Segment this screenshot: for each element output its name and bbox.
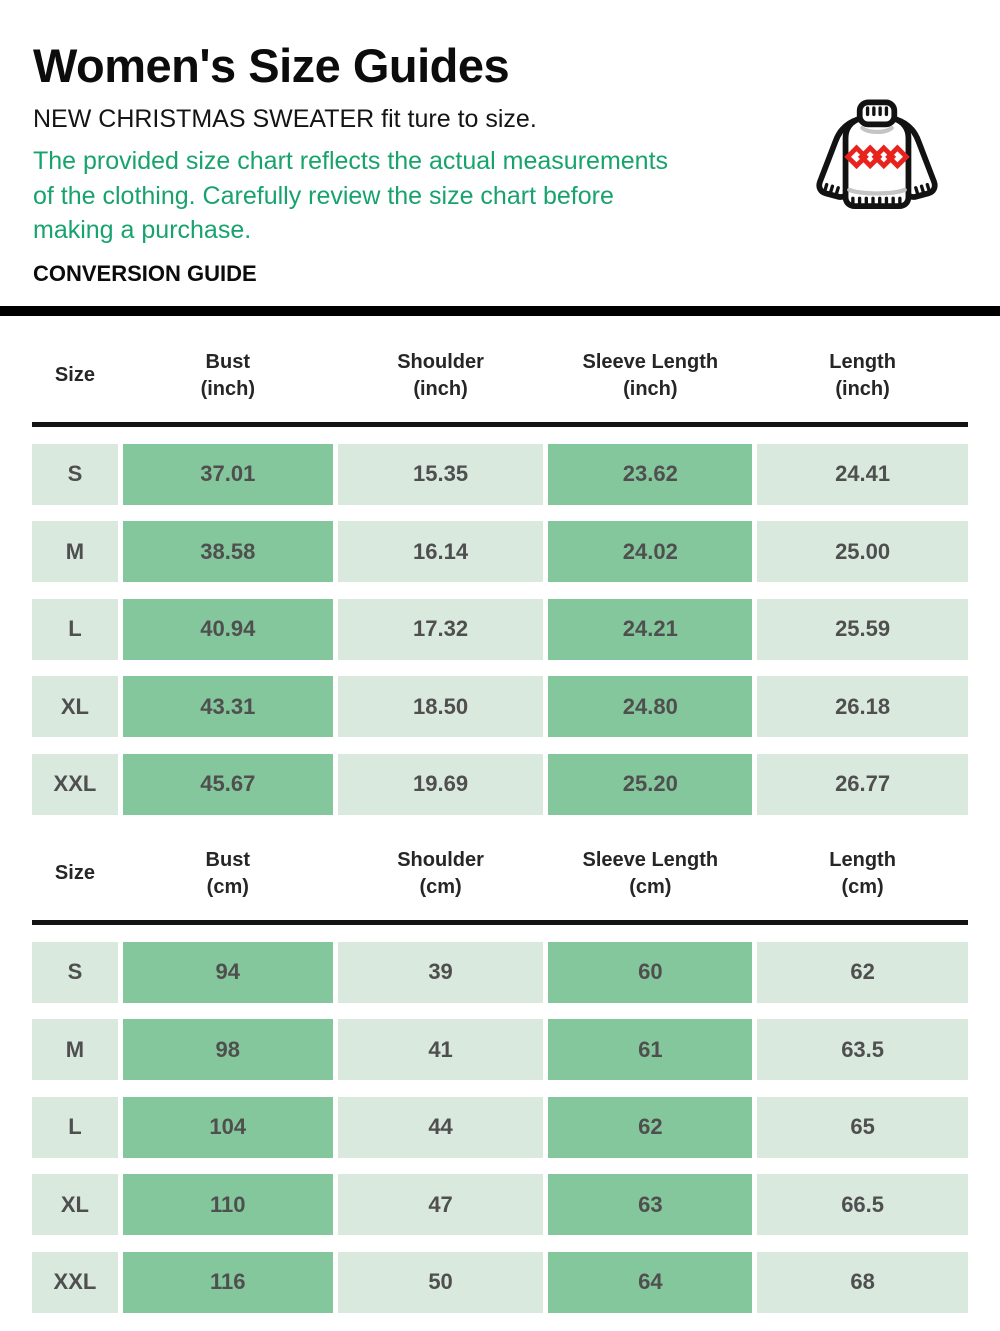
measurement-value: 62	[757, 941, 968, 1003]
size-label: XL	[32, 676, 118, 737]
sweater-collar	[856, 99, 898, 128]
measurement-value: 63	[548, 1174, 753, 1235]
measurement-value: 104	[122, 1096, 333, 1158]
measurement-value: 116	[122, 1251, 333, 1313]
measurement-value: 39	[337, 941, 544, 1003]
size-label: XXL	[32, 1251, 118, 1313]
size-label: M	[32, 1019, 118, 1080]
table-row: M 98 41 61 63.5	[32, 1019, 968, 1080]
measurement-value: 16.14	[337, 521, 544, 582]
column-header-size: Size	[54, 862, 95, 884]
measurement-value: 25.00	[757, 521, 968, 582]
size-chart-disclaimer: The provided size chart reflects the act…	[33, 144, 967, 248]
size-label: M	[32, 521, 118, 582]
measurement-value: 68	[757, 1251, 968, 1313]
measurement-value: 47	[337, 1174, 544, 1235]
measurement-value: 64	[548, 1251, 753, 1313]
measurement-value: 24.21	[548, 598, 753, 660]
size-label: L	[32, 1096, 118, 1158]
table-header-row: Size Bust (cm) Shoulder (cm) Sleeve Leng…	[32, 846, 968, 902]
column-header-bust: Bust (cm)	[205, 848, 250, 898]
measurement-value: 17.32	[337, 598, 544, 660]
table-row: L 40.94 17.32 24.21 25.59	[32, 598, 968, 660]
measurement-value: 40.94	[122, 598, 333, 660]
measurement-value: 50	[337, 1251, 544, 1313]
measurement-value: 23.62	[548, 443, 753, 505]
measurement-value: 65	[757, 1096, 968, 1158]
measurement-value: 66.5	[757, 1174, 968, 1235]
size-label: S	[32, 443, 118, 505]
measurement-value: 24.41	[757, 443, 968, 505]
measurement-value: 94	[122, 941, 333, 1003]
measurement-value: 45.67	[122, 753, 333, 815]
disclaimer-line-1: The provided size chart reflects the act…	[33, 147, 669, 175]
size-table-inch: Size Bust (inch) Shoulder (inch) Sleeve …	[32, 316, 968, 815]
table-row: S 94 39 60 62	[32, 941, 968, 1003]
measurement-value: 37.01	[122, 443, 333, 505]
table-row: XL 43.31 18.50 24.80 26.18	[32, 676, 968, 737]
measurement-value: 26.77	[757, 753, 968, 815]
measurement-value: 63.5	[757, 1019, 968, 1080]
table-rows: S 37.01 15.35 23.62 24.41 M 38.58 16.14 24.02 25.…	[32, 443, 968, 815]
column-header-bust: Bust (inch)	[200, 350, 255, 400]
conversion-guide-label: CONVERSION GUIDE	[33, 260, 257, 286]
measurement-value: 19.69	[337, 753, 544, 815]
size-label: S	[32, 941, 118, 1003]
measurement-value: 61	[548, 1019, 753, 1080]
column-header-sleeve-length: Sleeve Length (cm)	[582, 848, 719, 898]
table-header-divider	[32, 421, 968, 427]
measurement-value: 24.80	[548, 676, 753, 737]
measurement-value: 62	[548, 1096, 753, 1158]
measurement-value: 25.20	[548, 753, 753, 815]
table-header-row: Size Bust (inch) Shoulder (inch) Sleeve …	[32, 348, 968, 404]
measurement-value: 25.59	[757, 598, 968, 660]
column-header-shoulder: Shoulder (cm)	[397, 848, 484, 898]
size-table-cm: Size Bust (cm) Shoulder (cm) Sleeve Leng…	[32, 815, 968, 1313]
christmas-sweater-icon	[816, 99, 938, 210]
measurement-value: 60	[548, 941, 753, 1003]
measurement-value: 110	[122, 1174, 333, 1235]
measurement-value: 98	[122, 1019, 333, 1080]
measurement-value: 18.50	[337, 676, 544, 737]
column-header-size: Size	[54, 364, 95, 386]
disclaimer-line-2: of the clothing. Carefully review the si…	[33, 181, 614, 210]
measurement-value: 38.58	[122, 521, 333, 582]
page-title: Women's Size Guides	[33, 39, 510, 92]
size-label: XL	[32, 1174, 118, 1235]
measurement-value: 24.02	[548, 521, 753, 582]
fit-note: NEW CHRISTMAS SWEATER fit ture to size.	[33, 105, 537, 133]
column-header-sleeve-length: Sleeve Length (inch)	[582, 350, 719, 400]
measurement-value: 26.18	[757, 676, 968, 737]
table-row: XL 110 47 63 66.5	[32, 1174, 968, 1235]
sweater-diamond-pattern	[844, 144, 910, 170]
column-header-length: Length (inch)	[829, 350, 896, 400]
measurement-value: 15.35	[337, 443, 544, 505]
size-label: L	[32, 598, 118, 660]
table-header-divider	[32, 919, 968, 925]
measurement-value: 41	[337, 1019, 544, 1080]
column-header-length: Length (cm)	[829, 848, 896, 898]
table-row: XXL 45.67 19.69 25.20 26.77	[32, 753, 968, 815]
column-header-shoulder: Shoulder (inch)	[397, 350, 484, 400]
measurement-value: 43.31	[122, 676, 333, 737]
table-row: S 37.01 15.35 23.62 24.41	[32, 443, 968, 505]
table-row: M 38.58 16.14 24.02 25.00	[32, 521, 968, 582]
table-row: L 104 44 62 65	[32, 1096, 968, 1158]
header-divider-bar	[0, 305, 1000, 316]
disclaimer-line-3: making a purchase.	[33, 216, 252, 244]
measurement-value: 44	[337, 1096, 544, 1158]
page-header: Women's Size Guides NEW CHRISTMAS SWEATE…	[0, 0, 1000, 287]
size-label: XXL	[32, 753, 118, 815]
table-rows: S 94 39 60 62 M 98 41 61 63.5 L 104 44 62 65 XL 110 47 63 6…	[32, 941, 968, 1313]
table-row: XXL 116 50 64 68	[32, 1251, 968, 1313]
